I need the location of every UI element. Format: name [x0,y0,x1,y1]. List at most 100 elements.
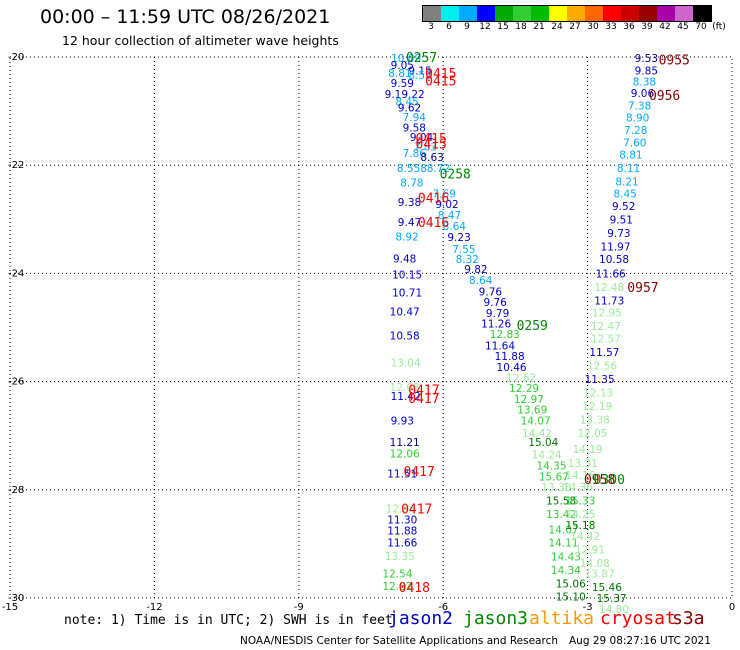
wave-height-point: 9.59 [391,78,414,90]
legend-swatch [441,6,459,21]
wave-height-point: 8.64 [443,221,467,233]
wave-height-point: 7.60 [623,137,646,149]
pass-time-label: 0958 [584,473,615,488]
wave-height-point: 11.35 [585,374,615,386]
wave-height-point: 11.26 [481,319,511,331]
wave-height-point: 12.47 [591,321,621,333]
wave-height-point: 10.46 [497,362,527,374]
wave-height-point: 10.15 [392,269,422,281]
legend-label: 3 [428,22,434,32]
wave-height-point: 15.58 [546,496,576,508]
wave-height-point: 11.88 [387,525,417,537]
x-tick-label: -9 [294,602,304,613]
legend-label: 15 [497,22,509,32]
legend-label: 27 [569,22,581,32]
wave-height-point: 8.64 [469,275,493,287]
wave-height-point: 11.30 [387,515,417,527]
wave-height-point: 12.83 [490,329,520,341]
x-tick-label: -12 [146,602,162,613]
x-tick-label: -15 [2,602,18,613]
wave-height-point: 14.36 [563,482,593,494]
wave-height-point: 9.93 [391,416,414,428]
wave-height-point: 13.35 [385,551,415,563]
wave-height-point: 8.81 [619,149,642,161]
wave-height-point: 9.48 [393,253,416,265]
wave-height-point: 12.13 [583,387,613,399]
wave-height-point: 7.55 [452,244,475,256]
wave-height-point: 8.45 [613,188,636,200]
wave-height-point: 8.45 [395,96,418,108]
y-tick-label: -22 [8,160,24,171]
page-subtitle: 12 hour collection of altimeter wave hei… [62,33,339,48]
pass-time-label: 0955 [659,54,690,69]
wave-height-point: 9.05 [391,60,414,72]
wave-height-point: 9.79 [486,308,509,320]
legend-swatch [585,6,603,21]
wave-height-point: 14.07 [521,416,551,428]
wave-height-point: 15.06 [556,578,586,590]
wave-height-point: 14.34 [551,565,581,577]
legend-jason3: jason3 [463,608,529,629]
legend-label: 6 [446,22,452,32]
wave-height-point: 12.97 [514,394,544,406]
wave-height-point: 8.90 [626,113,649,125]
wave-height-point: 7.83 [414,141,437,153]
wave-height-point: 12.19 [582,401,612,413]
wave-height-point: 12.56 [587,360,617,372]
legend-swatch [639,6,657,21]
pass-time-label: 0417 [401,503,432,518]
wave-height-point: 13.38 [541,482,571,494]
wave-height-point: 12.62 [506,372,536,384]
legend-swatch [495,6,513,21]
wave-height-point: 11.88 [495,351,525,363]
legend-swatch [549,6,567,21]
legend-swatch [603,6,621,21]
wave-height-point: 15.33 [565,496,595,508]
wave-height-point: 14.42 [522,428,552,440]
pass-time-label: 0257 [406,51,437,66]
pass-time-label: 0418 [399,581,430,596]
wave-height-point: 9.53 [635,53,658,65]
legend-swatch [423,6,441,21]
wave-height-point: 11.66 [387,537,417,549]
pass-time-label: 0956 [649,89,680,104]
color-scale-labels: 3 6 9 12 15 18 21 24 27 30 33 36 39 42 45 70 (ft) [422,22,728,32]
legend-swatch [621,6,639,21]
wave-height-point: 8.38 [633,76,656,88]
wave-height-point: 12.54 [382,569,412,581]
y-tick-label: -26 [8,377,24,388]
wave-height-point: 9.73 [607,228,630,240]
wave-height-point: 9.47 [398,217,421,229]
color-scale-legend [422,5,712,22]
wave-height-point: 14.42 [570,531,600,543]
wave-height-point: 14.80 [599,604,629,616]
wave-height-point: 10.09 [391,53,421,65]
legend-label: 12 [479,22,491,32]
legend-label: 18 [515,22,527,32]
wave-height-point: 11.42 [391,391,421,403]
wave-height-point: 11.57 [589,347,619,359]
wave-height-point: 8.63 [420,152,443,164]
wave-height-point: 7.94 [403,112,427,124]
pass-time-label: 0415 [416,132,447,147]
wave-height-point: 12.82 [382,581,412,593]
wave-height-point: 10.58 [599,254,629,266]
pass-time-label: 0417 [408,392,439,407]
x-tick-label: 0 [729,602,735,613]
legend-label: 30 [587,22,599,32]
wave-height-point: 15.18 [565,520,595,532]
wave-height-point: 13.42 [546,509,576,521]
legend-swatch [513,6,531,21]
pass-time-label: 0259 [517,319,548,334]
legend-label: 42 [659,22,671,32]
pass-time-label: 0415 [425,67,456,82]
legend-label: (ft) [712,22,726,32]
wave-height-point: 7.86 [403,148,427,160]
wave-height-point: 12.06 [390,449,420,461]
wave-height-point: 8.78 [400,178,423,190]
wave-height-point: 9.51 [610,214,633,226]
y-tick-label: -20 [8,52,24,63]
wave-height-point: 9.23 [447,232,470,244]
wave-height-point: 10.71 [392,287,422,299]
